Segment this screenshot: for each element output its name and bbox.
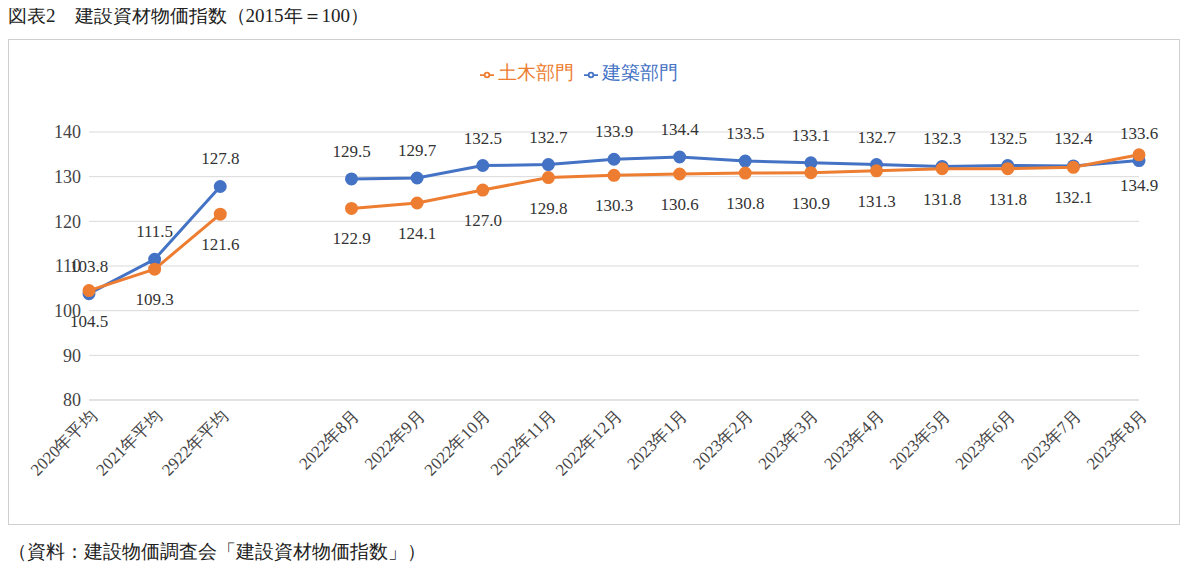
svg-text:103.8: 103.8 bbox=[70, 257, 108, 276]
svg-text:2023年4月: 2023年4月 bbox=[820, 406, 888, 474]
svg-text:122.9: 122.9 bbox=[332, 229, 370, 248]
svg-text:130.3: 130.3 bbox=[595, 196, 633, 215]
svg-text:133.9: 133.9 bbox=[595, 122, 633, 141]
svg-text:2022年12月: 2022年12月 bbox=[552, 406, 626, 480]
svg-text:133.1: 133.1 bbox=[792, 126, 830, 145]
svg-text:104.5: 104.5 bbox=[70, 312, 108, 331]
svg-text:130.8: 130.8 bbox=[726, 194, 764, 213]
html-text:（資料：建設物価調査会「建設資材物価指数」）: （資料：建設物価調査会「建設資材物価指数」） bbox=[8, 541, 426, 562]
html-text:図表2 建設資材物価指数（2015年＝100）: 図表2 建設資材物価指数（2015年＝100） bbox=[8, 5, 369, 26]
svg-text:140: 140 bbox=[54, 122, 81, 142]
svg-text:133.6: 133.6 bbox=[1120, 124, 1158, 143]
svg-text:80: 80 bbox=[63, 390, 81, 410]
svg-text:100: 100 bbox=[54, 301, 81, 322]
svg-text:132.7: 132.7 bbox=[529, 128, 568, 147]
svg-text:129.5: 129.5 bbox=[332, 142, 370, 161]
svg-text:134.4: 134.4 bbox=[661, 120, 700, 139]
svg-text:2023年5月: 2023年5月 bbox=[886, 406, 954, 474]
svg-text:120: 120 bbox=[54, 212, 81, 232]
svg-text:132.1: 132.1 bbox=[1054, 188, 1092, 207]
svg-text:132.7: 132.7 bbox=[857, 128, 896, 147]
svg-text:130: 130 bbox=[54, 167, 81, 187]
svg-text:132.5: 132.5 bbox=[464, 129, 502, 148]
svg-text:2023年1月: 2023年1月 bbox=[623, 406, 691, 474]
svg-text:127.8: 127.8 bbox=[201, 149, 239, 168]
svg-text:132.4: 132.4 bbox=[1054, 129, 1093, 148]
svg-text:131.8: 131.8 bbox=[989, 190, 1027, 209]
svg-text:129.8: 129.8 bbox=[529, 199, 567, 218]
svg-text:130.6: 130.6 bbox=[661, 195, 699, 214]
svg-text:132.3: 132.3 bbox=[923, 129, 961, 148]
svg-text:129.7: 129.7 bbox=[398, 141, 437, 160]
svg-text:2022年11月: 2022年11月 bbox=[487, 406, 560, 479]
svg-text:110: 110 bbox=[54, 256, 81, 277]
svg-text:132.5: 132.5 bbox=[989, 129, 1027, 148]
svg-text:2022年8月: 2022年8月 bbox=[295, 406, 363, 474]
svg-text:127.0: 127.0 bbox=[464, 211, 502, 230]
svg-text:2922年平均: 2922年平均 bbox=[158, 406, 232, 480]
svg-text:131.3: 131.3 bbox=[857, 192, 895, 211]
svg-text:111.5: 111.5 bbox=[136, 222, 173, 241]
svg-text:2023年8月: 2023年8月 bbox=[1083, 406, 1151, 474]
svg-text:2022年9月: 2022年9月 bbox=[361, 406, 429, 474]
svg-text:2023年2月: 2023年2月 bbox=[689, 406, 757, 474]
svg-text:2023年3月: 2023年3月 bbox=[755, 406, 823, 474]
svg-text:131.8: 131.8 bbox=[923, 190, 961, 209]
html-text:土木部門: 土木部門 bbox=[498, 62, 574, 83]
svg-text:109.3: 109.3 bbox=[136, 290, 174, 309]
html-text:建築部門: 建築部門 bbox=[602, 62, 678, 83]
svg-text:2021年平均: 2021年平均 bbox=[92, 406, 166, 480]
svg-text:130.9: 130.9 bbox=[792, 194, 830, 213]
svg-text:2023年6月: 2023年6月 bbox=[952, 406, 1020, 474]
svg-text:2022年10月: 2022年10月 bbox=[421, 406, 495, 480]
svg-text:90: 90 bbox=[63, 346, 81, 366]
svg-text:124.1: 124.1 bbox=[398, 224, 436, 243]
svg-text:133.5: 133.5 bbox=[726, 124, 764, 143]
svg-text:121.6: 121.6 bbox=[201, 235, 239, 254]
svg-text:2020年平均: 2020年平均 bbox=[27, 406, 101, 480]
svg-text:2023年7月: 2023年7月 bbox=[1017, 406, 1085, 474]
svg-text:134.9: 134.9 bbox=[1120, 176, 1158, 195]
